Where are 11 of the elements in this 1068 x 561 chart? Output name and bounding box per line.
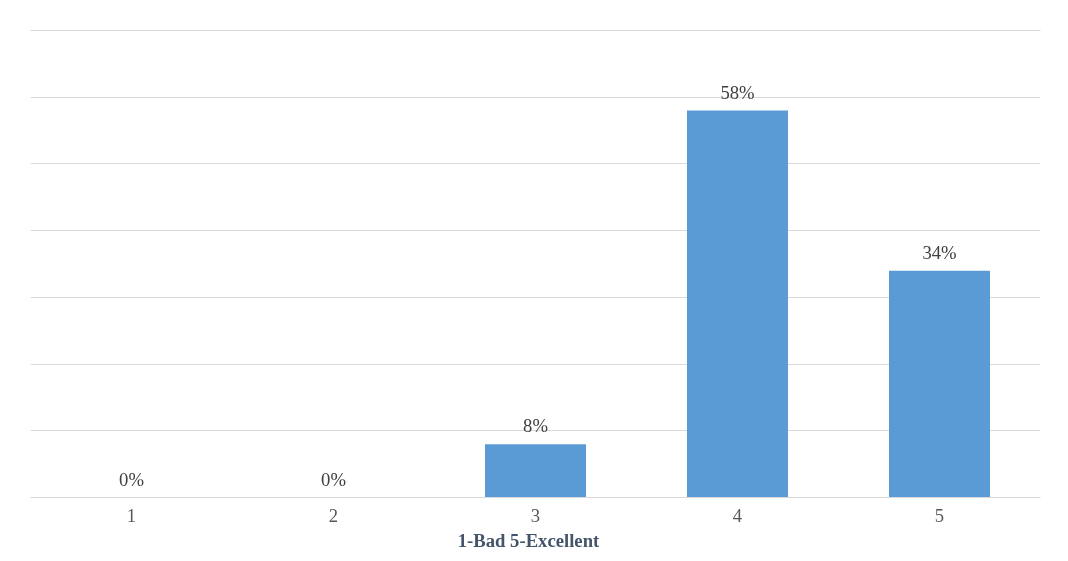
data-label: 34% <box>922 241 957 263</box>
x-tick-label: 1 <box>126 504 137 526</box>
x-tick-label: 4 <box>732 504 743 526</box>
x-tick-label: 5 <box>934 504 945 526</box>
data-label: 0% <box>119 468 144 490</box>
data-label: 58% <box>720 81 755 103</box>
x-tick-label: 3 <box>530 504 541 526</box>
x-tick-label: 2 <box>328 504 339 526</box>
x-axis-title: 1-Bad 5-Excellent <box>457 529 601 551</box>
data-label: 0% <box>321 468 346 490</box>
data-label: 8% <box>523 415 548 437</box>
